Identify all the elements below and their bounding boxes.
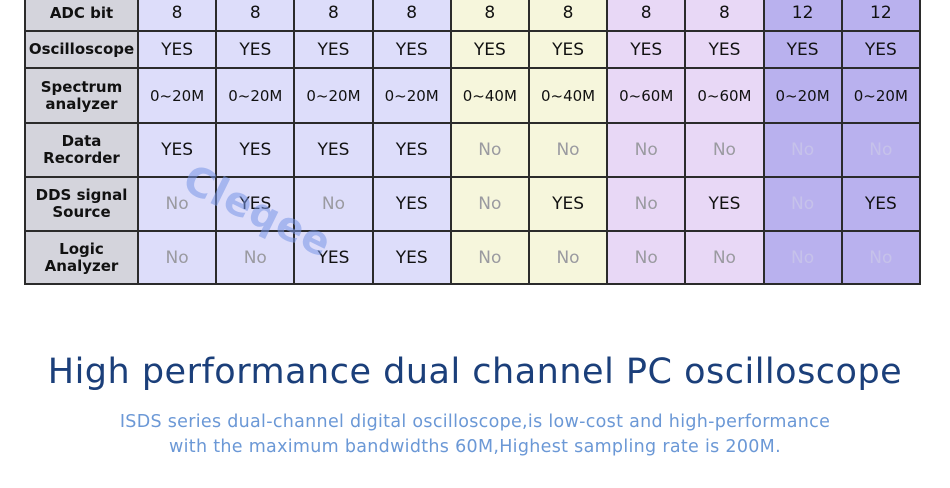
row-label: Spectrum analyzer xyxy=(24,67,139,124)
table-row: Oscilloscope YES YES YES YES YES YES YES YES YES Y… xyxy=(24,30,922,69)
table-cell: No xyxy=(449,230,530,285)
table-cell: 0~20M xyxy=(840,67,922,124)
table-cell: YES xyxy=(840,30,922,69)
table-row: Data Recorder YES YES YES YES No No No No No No xyxy=(24,122,922,178)
headline: High performance dual channel PC oscillo… xyxy=(47,352,903,392)
subtitle-line-1: ISDS series dual-channel digital oscillo… xyxy=(119,412,831,432)
table-cell: YES xyxy=(449,30,530,69)
table-cell: 12 xyxy=(762,0,843,32)
table-cell: YES xyxy=(840,176,922,232)
table-cell: 0~60M xyxy=(606,67,687,124)
table-cell: No xyxy=(136,230,218,285)
table-cell: 8 xyxy=(215,0,296,32)
table-cell: 8 xyxy=(293,0,374,32)
table-cell: 0~20M xyxy=(136,67,218,124)
row-label: DDS signal Source xyxy=(24,176,139,232)
table-cell: 0~20M xyxy=(371,67,452,124)
table-cell: 8 xyxy=(606,0,687,32)
table-cell: No xyxy=(606,176,687,232)
table-cell: YES xyxy=(371,230,452,285)
table-cell: 8 xyxy=(684,0,765,32)
table-cell: YES xyxy=(527,30,609,69)
table-cell: 8 xyxy=(449,0,530,32)
table-cell: YES xyxy=(762,30,843,69)
table-cell: YES xyxy=(371,176,452,232)
row-label: Oscilloscope xyxy=(24,30,139,69)
table-cell: 0~40M xyxy=(449,67,530,124)
table-cell: 0~40M xyxy=(527,67,609,124)
table-cell: 0~20M xyxy=(215,67,296,124)
table-cell: No xyxy=(215,230,296,285)
table-cell: No xyxy=(449,176,530,232)
subtitle-line-2: with the maximum bandwidths 60M,Highest … xyxy=(169,437,781,457)
comparison-table: ADC bit 8 8 8 8 8 8 8 8 12 12 Oscilloscope YES YES YES… xyxy=(24,0,922,285)
table-cell: 0~20M xyxy=(762,67,843,124)
table-cell: 8 xyxy=(136,0,218,32)
table-cell: YES xyxy=(136,30,218,69)
table-cell: No xyxy=(293,176,374,232)
table-cell: No xyxy=(527,230,609,285)
table-cell: No xyxy=(840,122,922,178)
row-label: Logic Analyzer xyxy=(24,230,139,285)
table-cell: 8 xyxy=(527,0,609,32)
table-cell: YES xyxy=(527,176,609,232)
table-row: DDS signal Source No YES No YES No YES No YES No Y… xyxy=(24,176,922,232)
table-cell: No xyxy=(840,230,922,285)
table-cell: 0~20M xyxy=(293,67,374,124)
table-cell: YES xyxy=(293,30,374,69)
table-cell: YES xyxy=(293,122,374,178)
table-cell: 8 xyxy=(371,0,452,32)
table-cell: YES xyxy=(684,176,765,232)
row-label: ADC bit xyxy=(24,0,139,32)
table-cell: 12 xyxy=(840,0,922,32)
table-cell: No xyxy=(684,122,765,178)
table-row: Logic Analyzer No No YES YES No No No No No No xyxy=(24,230,922,285)
table-cell: YES xyxy=(215,122,296,178)
table-cell: No xyxy=(449,122,530,178)
table-cell: YES xyxy=(684,30,765,69)
table-cell: No xyxy=(762,230,843,285)
table-cell: YES xyxy=(606,30,687,69)
table-cell: No xyxy=(762,176,843,232)
table-cell: No xyxy=(762,122,843,178)
row-label: Data Recorder xyxy=(24,122,139,178)
table-cell: No xyxy=(606,230,687,285)
table-cell: YES xyxy=(371,30,452,69)
table-cell: No xyxy=(527,122,609,178)
table-cell: 0~60M xyxy=(684,67,765,124)
table-row: ADC bit 8 8 8 8 8 8 8 8 12 12 xyxy=(24,0,922,32)
table-cell: No xyxy=(136,176,218,232)
table-row: Spectrum analyzer 0~20M 0~20M 0~20M 0~20M 0~4… xyxy=(24,67,922,124)
table-cell: No xyxy=(606,122,687,178)
table-cell: YES xyxy=(215,176,296,232)
table-cell: YES xyxy=(371,122,452,178)
table-cell: No xyxy=(684,230,765,285)
table-cell: YES xyxy=(136,122,218,178)
table-cell: YES xyxy=(293,230,374,285)
table-cell: YES xyxy=(215,30,296,69)
